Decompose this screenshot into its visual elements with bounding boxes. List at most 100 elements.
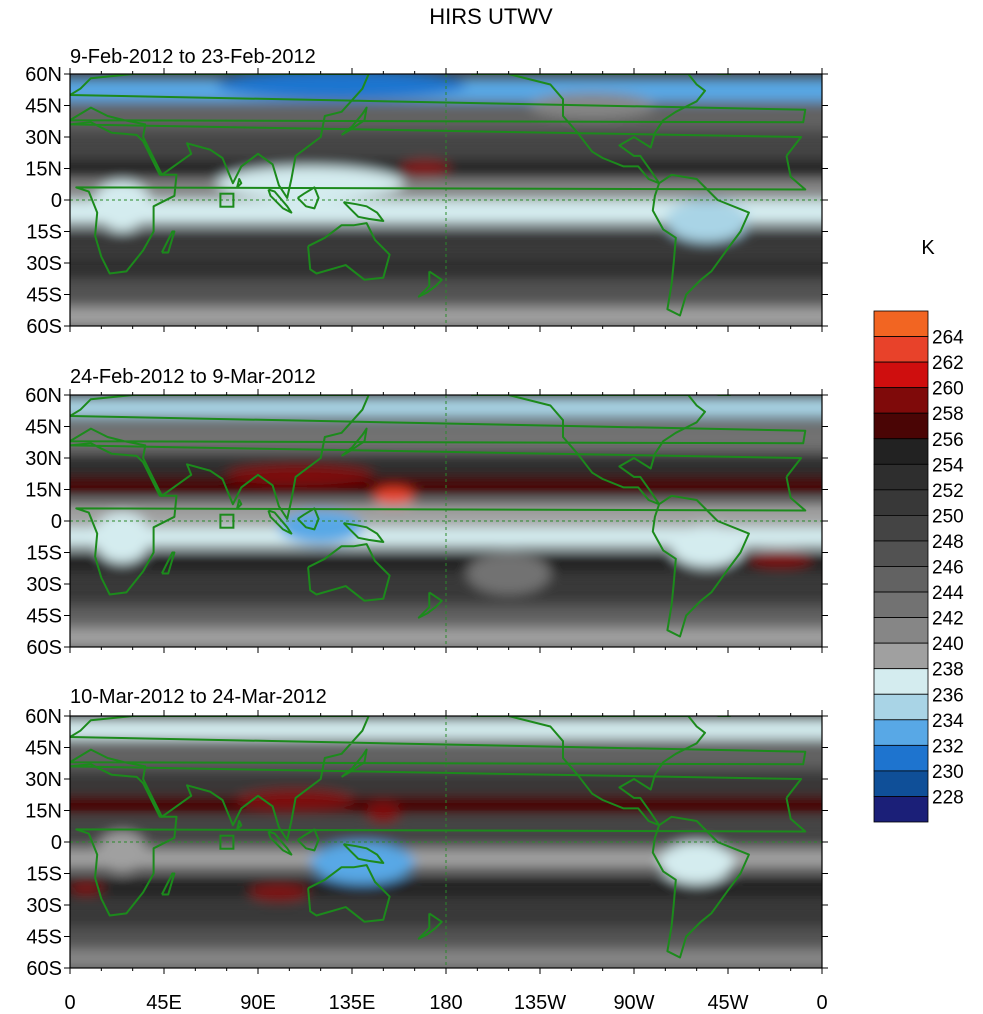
y-tick-label: 45S [26,927,62,949]
coastline [342,201,385,222]
field-blob [70,881,104,895]
coastline [417,591,443,619]
colorbar-bin [873,540,929,567]
field-blob [92,512,152,563]
colorbar-bin [873,591,929,618]
coastline [70,716,807,841]
colorbar-label: 248 [932,532,964,553]
y-tick-label: 30N [25,769,62,791]
colorbar-label: 260 [932,379,964,400]
colorbar-label: 254 [932,455,964,476]
field-blob [665,200,749,242]
colorbar-bin [873,693,929,721]
colorbar-label: 242 [932,609,964,630]
x-tick-label: 90E [240,992,276,1014]
y-tick-label: 45N [25,738,62,760]
coastline [236,499,243,510]
region-box [219,834,235,850]
y-tick-label: 15N [25,480,62,502]
coastline [236,178,243,189]
field-band [70,527,822,549]
region-box [219,513,235,529]
colorbar-bin [873,642,929,670]
colorbar-label: 246 [932,558,964,579]
colorbar-label: 256 [932,430,964,451]
coastline [307,543,391,602]
colorbar-bin [873,463,929,491]
colorbar-label: 228 [932,787,964,808]
y-tick-label: 60S [26,958,62,980]
colorbar-bin [873,361,929,389]
colorbar-label: 236 [932,685,964,706]
coastline [417,270,443,298]
coastline [417,912,443,940]
coastline [340,106,368,136]
x-tick-label: 135W [514,992,566,1014]
coastline [267,509,293,535]
field-band [70,795,822,813]
coastline [70,442,807,596]
colorbar-bin [873,310,929,337]
x-tick-label: 0 [816,992,827,1014]
field-blob [372,487,415,505]
coastline [161,230,176,254]
y-tick-label: 30S [26,253,62,275]
x-tick-label: 180 [429,992,462,1014]
colorbar-units-label: K [921,237,935,259]
colorbar-bin [873,515,929,542]
field-blob [249,884,309,901]
field-blob [400,160,451,177]
colorbar-bin [873,412,929,440]
y-tick-label: 0 [51,511,62,533]
coastline [471,74,706,185]
panel-3-field [70,716,822,968]
colorbar-bin [873,336,929,363]
panel-3-subtitle: 10-Mar-2012 to 24-Mar-2012 [70,686,327,708]
y-tick-label: 60N [25,64,62,86]
y-tick-label: 45S [26,285,62,307]
colorbar-label: 230 [932,762,964,783]
colorbar-label: 240 [932,634,964,655]
colorbar-label: 252 [932,481,964,502]
field-blob [659,842,735,884]
x-tick-label: 45E [146,992,182,1014]
x-tick-label: 90W [613,992,654,1014]
y-tick-label: 15S [26,222,62,244]
field-blob [278,510,363,545]
coastline [70,395,807,520]
coastline [307,864,391,923]
colorbar-label: 262 [932,353,964,374]
field-blob [366,802,401,824]
y-tick-label: 0 [51,190,62,212]
x-tick-labels: 0 45E 90E 135E 180 135W 90W 45W 0 [64,992,827,1014]
coastline [342,522,385,543]
colorbar-label: 244 [932,583,964,604]
coastline [471,395,706,506]
colorbar-bin [873,719,929,746]
colorbar-label: 258 [932,404,964,425]
coastline [471,716,706,827]
panel-3-plot: 60N 45N 30N 15N 0 15S 30S 45S 60S [25,706,828,980]
chart-title: HIRS UTWV [429,4,553,29]
coastline [342,843,385,864]
y-tick-label: 15S [26,864,62,886]
coastline [340,748,368,778]
colorbar-label: 232 [932,736,964,757]
y-tick-label: 0 [51,832,62,854]
field-band [70,848,822,870]
panel-2-plot: 60N 45N 30N 15N 0 15S 30S 45S 60S [25,385,828,659]
coastline [296,828,320,852]
y-tick-label: 45N [25,96,62,118]
coastline [236,820,243,831]
colorbar-bin [873,770,929,797]
y-tick-label: 15N [25,801,62,823]
panel-2-subtitle: 24-Feb-2012 to 9-Mar-2012 [70,366,316,388]
x-tick-label: 135E [329,992,376,1014]
field-blob [748,550,812,568]
field-blob [669,525,745,568]
colorbar-bin [873,668,929,695]
field-blob [466,552,551,595]
coastline [296,507,320,531]
field-blob [92,181,152,232]
